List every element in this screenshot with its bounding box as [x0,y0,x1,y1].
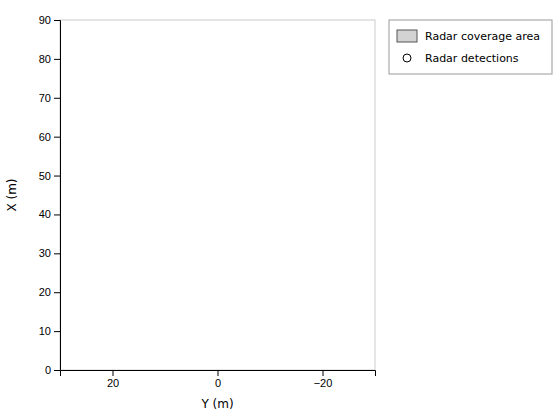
tick-mark [113,370,114,376]
legend-swatch [403,54,411,62]
tick-label: 60 [39,131,51,143]
tick-label: 0 [45,364,51,376]
tick-mark [54,137,60,138]
tick-label: 50 [39,170,51,182]
tick: 0 [45,364,60,376]
tick: 70 [39,92,60,104]
tick-mark [54,331,60,332]
x-axis-title: Y (m) [200,397,233,411]
chart: 20 0 −20 0 10 20 30 40 50 60 70 80 90 Y (m) X (m) Radar… [0,0,560,420]
x-axis: 20 0 −20 [61,370,376,389]
tick-label: 40 [39,208,51,220]
tick: 40 [39,208,60,220]
tick: 20 [107,370,119,389]
plot: 20 0 −20 0 10 20 30 40 50 60 70 80 90 [39,14,376,389]
axis-line [54,21,61,371]
tick-label: 90 [39,14,51,26]
y-axis: 0 10 20 30 40 50 60 70 80 90 [39,14,61,376]
tick-mark [54,59,60,60]
tick-mark [218,370,219,376]
y-axis-title: X (m) [5,178,19,211]
tick: 90 [39,14,60,26]
tick: 0 [215,370,221,389]
tick-mark [54,253,60,254]
tick-mark [54,98,60,99]
legend-swatch [397,30,417,42]
tick-mark [54,214,60,215]
tick-mark [54,20,60,21]
legend-label: Radar coverage area [425,30,540,43]
tick-label: 20 [107,377,119,389]
tick-label: −20 [314,377,333,389]
tick: 20 [39,286,60,298]
tick: 30 [39,247,60,259]
tick: 10 [39,325,60,337]
tick-mark [54,292,60,293]
legend: Radar coverage area Radar detections [389,20,552,74]
tick: −20 [314,370,333,389]
legend-label: Radar detections [425,52,519,65]
tick-label: 30 [39,247,51,259]
tick: 50 [39,170,60,182]
tick-label: 70 [39,92,51,104]
tick: 80 [39,53,60,65]
legend-box [389,20,552,74]
legend-item: Radar detections [403,52,519,65]
tick-label: 0 [215,377,221,389]
plot-frame [60,20,375,370]
tick: 60 [39,131,60,143]
tick-mark [323,370,324,376]
tick-mark [54,176,60,177]
legend-item: Radar coverage area [397,30,540,43]
tick-label: 10 [39,325,51,337]
axis-line [61,371,376,377]
tick-mark [54,370,60,371]
tick-label: 80 [39,53,51,65]
tick-label: 20 [39,286,51,298]
